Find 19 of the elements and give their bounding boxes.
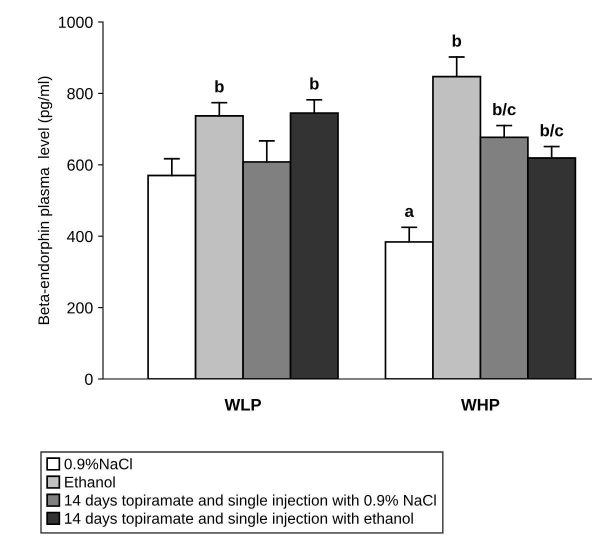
annotation: b	[215, 80, 224, 92]
annotation: a	[405, 208, 414, 218]
annotation: b/c	[493, 103, 516, 116]
annotation: b	[452, 34, 462, 47]
y-tick-label: 1000	[58, 16, 93, 28]
y-tick-label: 400	[67, 230, 93, 242]
y-axis-title: Beta-endorphin plasma level (pg/ml)	[38, 76, 52, 324]
y-tick-label: 0	[85, 374, 93, 385]
y-tick-label: 200	[67, 302, 93, 314]
x-tick-label: WHP	[461, 399, 500, 411]
annotation: b	[310, 77, 319, 90]
legend-label: 14 days topiramate and single injection with ethanol	[65, 512, 413, 527]
legend-label: Ethanol	[65, 476, 115, 488]
y-tick-label: 800	[67, 88, 93, 100]
legend-label: 0.9%NaCl	[64, 458, 132, 470]
legend-label: 14 days topiramate and single injection with 0.9% NaCl	[65, 494, 436, 509]
y-tick-label: 600	[67, 159, 93, 171]
annotation: b/c	[540, 124, 564, 137]
x-tick-label: WLP	[224, 399, 261, 411]
